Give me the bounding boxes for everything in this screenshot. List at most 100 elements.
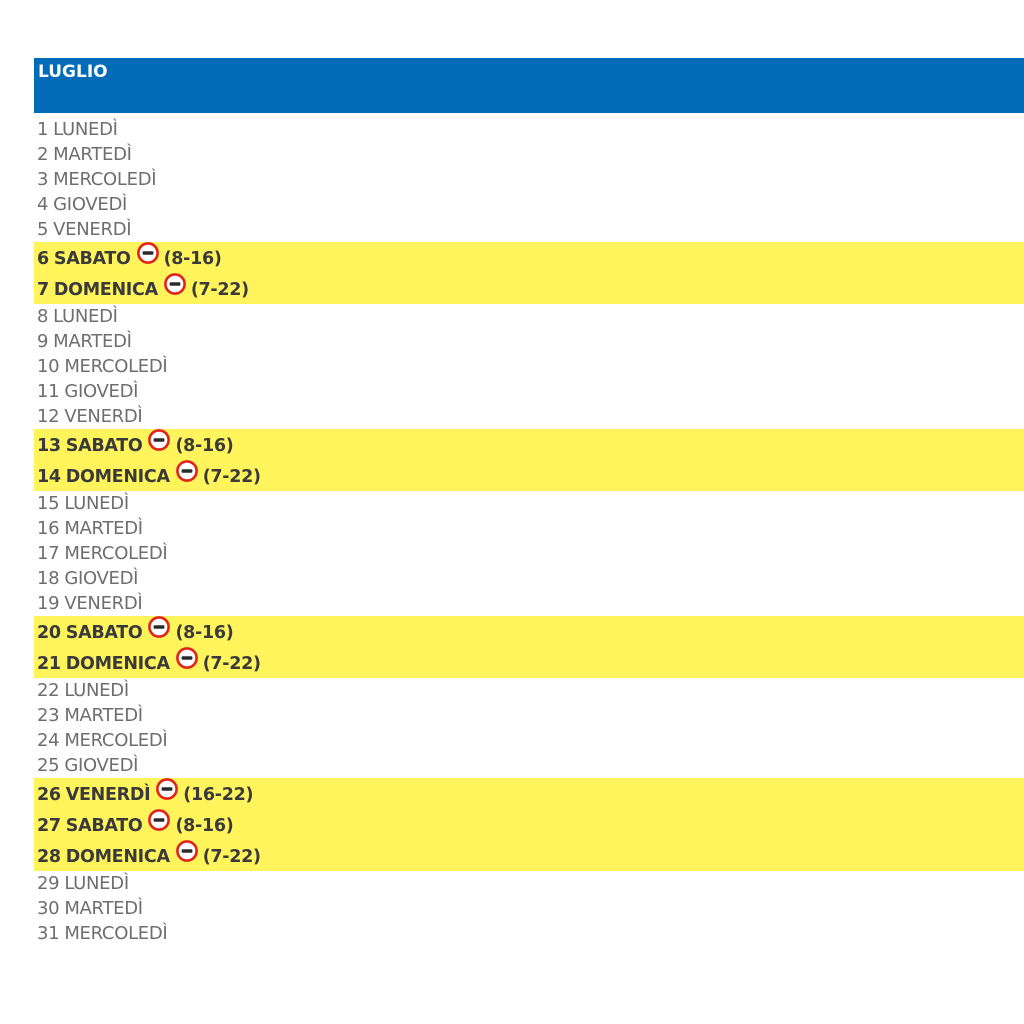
day-name: VENERDÌ — [53, 219, 132, 240]
day-row: 23 MARTEDÌ — [34, 703, 1024, 728]
day-row: 16 MARTEDÌ — [34, 516, 1024, 541]
day-number: 31 — [37, 923, 60, 944]
restricted-day-row: 6 SABATO (8-16) — [34, 242, 1024, 273]
day-name: MERCOLEDÌ — [64, 923, 168, 944]
no-entry-sign-icon — [175, 460, 198, 482]
month-header: LUGLIO — [34, 58, 1024, 113]
no-entry-sign-icon — [156, 778, 179, 800]
day-number: 20 — [37, 623, 61, 643]
day-name: DOMENICA — [65, 847, 170, 867]
day-row: 12 VENERDÌ — [34, 404, 1024, 429]
day-number: 28 — [37, 847, 61, 867]
day-number: 14 — [37, 467, 61, 487]
day-number: 8 — [37, 306, 49, 327]
day-number: 3 — [37, 169, 49, 190]
day-number: 25 — [37, 755, 60, 776]
restriction-hours: (8-16) — [175, 623, 234, 643]
day-number: 15 — [37, 493, 60, 514]
day-row: 9 MARTEDÌ — [34, 329, 1024, 354]
restriction-hours: (7-22) — [202, 847, 261, 867]
day-name: SABATO — [53, 249, 131, 269]
restriction-hours: (8-16) — [163, 249, 222, 269]
day-number: 22 — [37, 680, 60, 701]
restriction-hours: (7-22) — [202, 654, 261, 674]
no-entry-sign-icon — [148, 809, 171, 831]
day-name: VENERDÌ — [65, 785, 151, 805]
restricted-day-row: 26 VENERDÌ (16-22) — [34, 778, 1024, 809]
day-name: MARTEDÌ — [64, 898, 143, 919]
restricted-day-row: 21 DOMENICA (7-22) — [34, 647, 1024, 678]
day-row: 25 GIOVEDÌ — [34, 753, 1024, 778]
day-name: LUNEDÌ — [64, 873, 129, 894]
day-row: 15 LUNEDÌ — [34, 491, 1024, 516]
day-number: 17 — [37, 543, 60, 564]
day-row: 31 MERCOLEDÌ — [34, 921, 1024, 946]
day-name: MARTEDÌ — [53, 144, 132, 165]
day-name: SABATO — [65, 816, 143, 836]
no-entry-sign-icon — [136, 242, 159, 264]
day-name: MERCOLEDÌ — [53, 169, 157, 190]
day-row: 1 LUNEDÌ — [34, 117, 1024, 142]
day-row: 4 GIOVEDÌ — [34, 192, 1024, 217]
day-name: GIOVEDÌ — [64, 381, 139, 402]
day-number: 13 — [37, 436, 61, 456]
restricted-day-row: 28 DOMENICA (7-22) — [34, 840, 1024, 871]
day-name: MERCOLEDÌ — [64, 543, 168, 564]
day-name: LUNEDÌ — [53, 306, 118, 327]
day-row: 2 MARTEDÌ — [34, 142, 1024, 167]
day-number: 27 — [37, 816, 61, 836]
day-name: LUNEDÌ — [53, 119, 118, 140]
restriction-hours: (8-16) — [175, 816, 234, 836]
no-entry-sign-icon — [148, 429, 171, 451]
day-number: 9 — [37, 331, 49, 352]
day-number: 10 — [37, 356, 60, 377]
day-number: 26 — [37, 785, 61, 805]
day-row: 17 MERCOLEDÌ — [34, 541, 1024, 566]
day-number: 7 — [37, 280, 49, 300]
day-name: SABATO — [65, 436, 143, 456]
restricted-day-row: 20 SABATO (8-16) — [34, 616, 1024, 647]
day-row: 5 VENERDÌ — [34, 217, 1024, 242]
no-entry-sign-icon — [175, 840, 198, 862]
day-name: DOMENICA — [65, 654, 170, 674]
day-number: 16 — [37, 518, 60, 539]
restricted-day-row: 13 SABATO (8-16) — [34, 429, 1024, 460]
restriction-hours: (7-22) — [190, 280, 249, 300]
day-name: MARTEDÌ — [53, 331, 132, 352]
restricted-day-row: 7 DOMENICA (7-22) — [34, 273, 1024, 304]
day-name: VENERDÌ — [64, 406, 143, 427]
day-row: 11 GIOVEDÌ — [34, 379, 1024, 404]
day-row: 24 MERCOLEDÌ — [34, 728, 1024, 753]
restricted-day-row: 27 SABATO (8-16) — [34, 809, 1024, 840]
day-row: 19 VENERDÌ — [34, 591, 1024, 616]
day-number: 30 — [37, 898, 60, 919]
day-name: VENERDÌ — [64, 593, 143, 614]
day-name: DOMENICA — [65, 467, 170, 487]
day-number: 5 — [37, 219, 49, 240]
day-name: DOMENICA — [53, 280, 158, 300]
day-name: SABATO — [65, 623, 143, 643]
day-row: 8 LUNEDÌ — [34, 304, 1024, 329]
day-name: MERCOLEDÌ — [64, 730, 168, 751]
day-number: 29 — [37, 873, 60, 894]
day-number: 18 — [37, 568, 60, 589]
day-number: 2 — [37, 144, 49, 165]
day-row: 22 LUNEDÌ — [34, 678, 1024, 703]
restriction-hours: (7-22) — [202, 467, 261, 487]
day-number: 1 — [37, 119, 49, 140]
day-row: 3 MERCOLEDÌ — [34, 167, 1024, 192]
no-entry-sign-icon — [175, 647, 198, 669]
restriction-hours: (8-16) — [175, 436, 234, 456]
day-name: GIOVEDÌ — [64, 755, 139, 776]
day-number: 6 — [37, 249, 49, 269]
day-name: MARTEDÌ — [64, 705, 143, 726]
day-name: LUNEDÌ — [64, 680, 129, 701]
day-number: 23 — [37, 705, 60, 726]
day-list: 1 LUNEDÌ 2 MARTEDÌ 3 MERCOLEDÌ 4 GIOVEDÌ 5 VE… — [34, 117, 1024, 946]
day-name: LUNEDÌ — [64, 493, 129, 514]
day-number: 24 — [37, 730, 60, 751]
day-row: 30 MARTEDÌ — [34, 896, 1024, 921]
day-name: GIOVEDÌ — [53, 194, 128, 215]
no-entry-sign-icon — [163, 273, 186, 295]
day-row: 18 GIOVEDÌ — [34, 566, 1024, 591]
